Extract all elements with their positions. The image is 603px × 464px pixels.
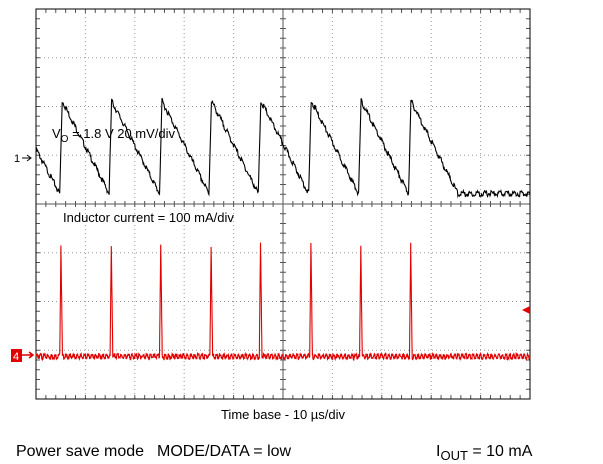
ch1-label: VO = 1.8 V 20 mV/div <box>52 126 176 145</box>
ch4-current-trace <box>35 242 531 362</box>
ch4-marker: 4 <box>11 349 35 363</box>
scope-grid <box>35 8 531 400</box>
ch4-marker-box <box>11 349 22 362</box>
iout-value: = 10 mA <box>467 443 533 460</box>
mode-data-caption: MODE/DATA = low <box>157 443 292 460</box>
ch4-label: Inductor current = 100 mA/div <box>63 210 234 225</box>
plot-frame <box>35 8 531 400</box>
time-base-label: Time base - 10 µs/div <box>221 407 346 422</box>
ch1-marker-label: 1 <box>14 153 20 165</box>
iout-caption: IOUT = 10 mA <box>436 443 533 463</box>
ch4-marker-label: 4 <box>13 351 19 363</box>
ch4-arrow-icon <box>22 351 35 359</box>
trigger-level-icon <box>522 306 530 314</box>
ch1-marker: 1 <box>14 153 32 165</box>
mode-caption: Power save mode <box>16 443 145 460</box>
iout-symbol: I <box>436 443 441 460</box>
ch1-arrow-icon <box>22 154 32 162</box>
ch1-voltage-trace <box>35 97 531 199</box>
iout-subscript: OUT <box>440 448 468 463</box>
